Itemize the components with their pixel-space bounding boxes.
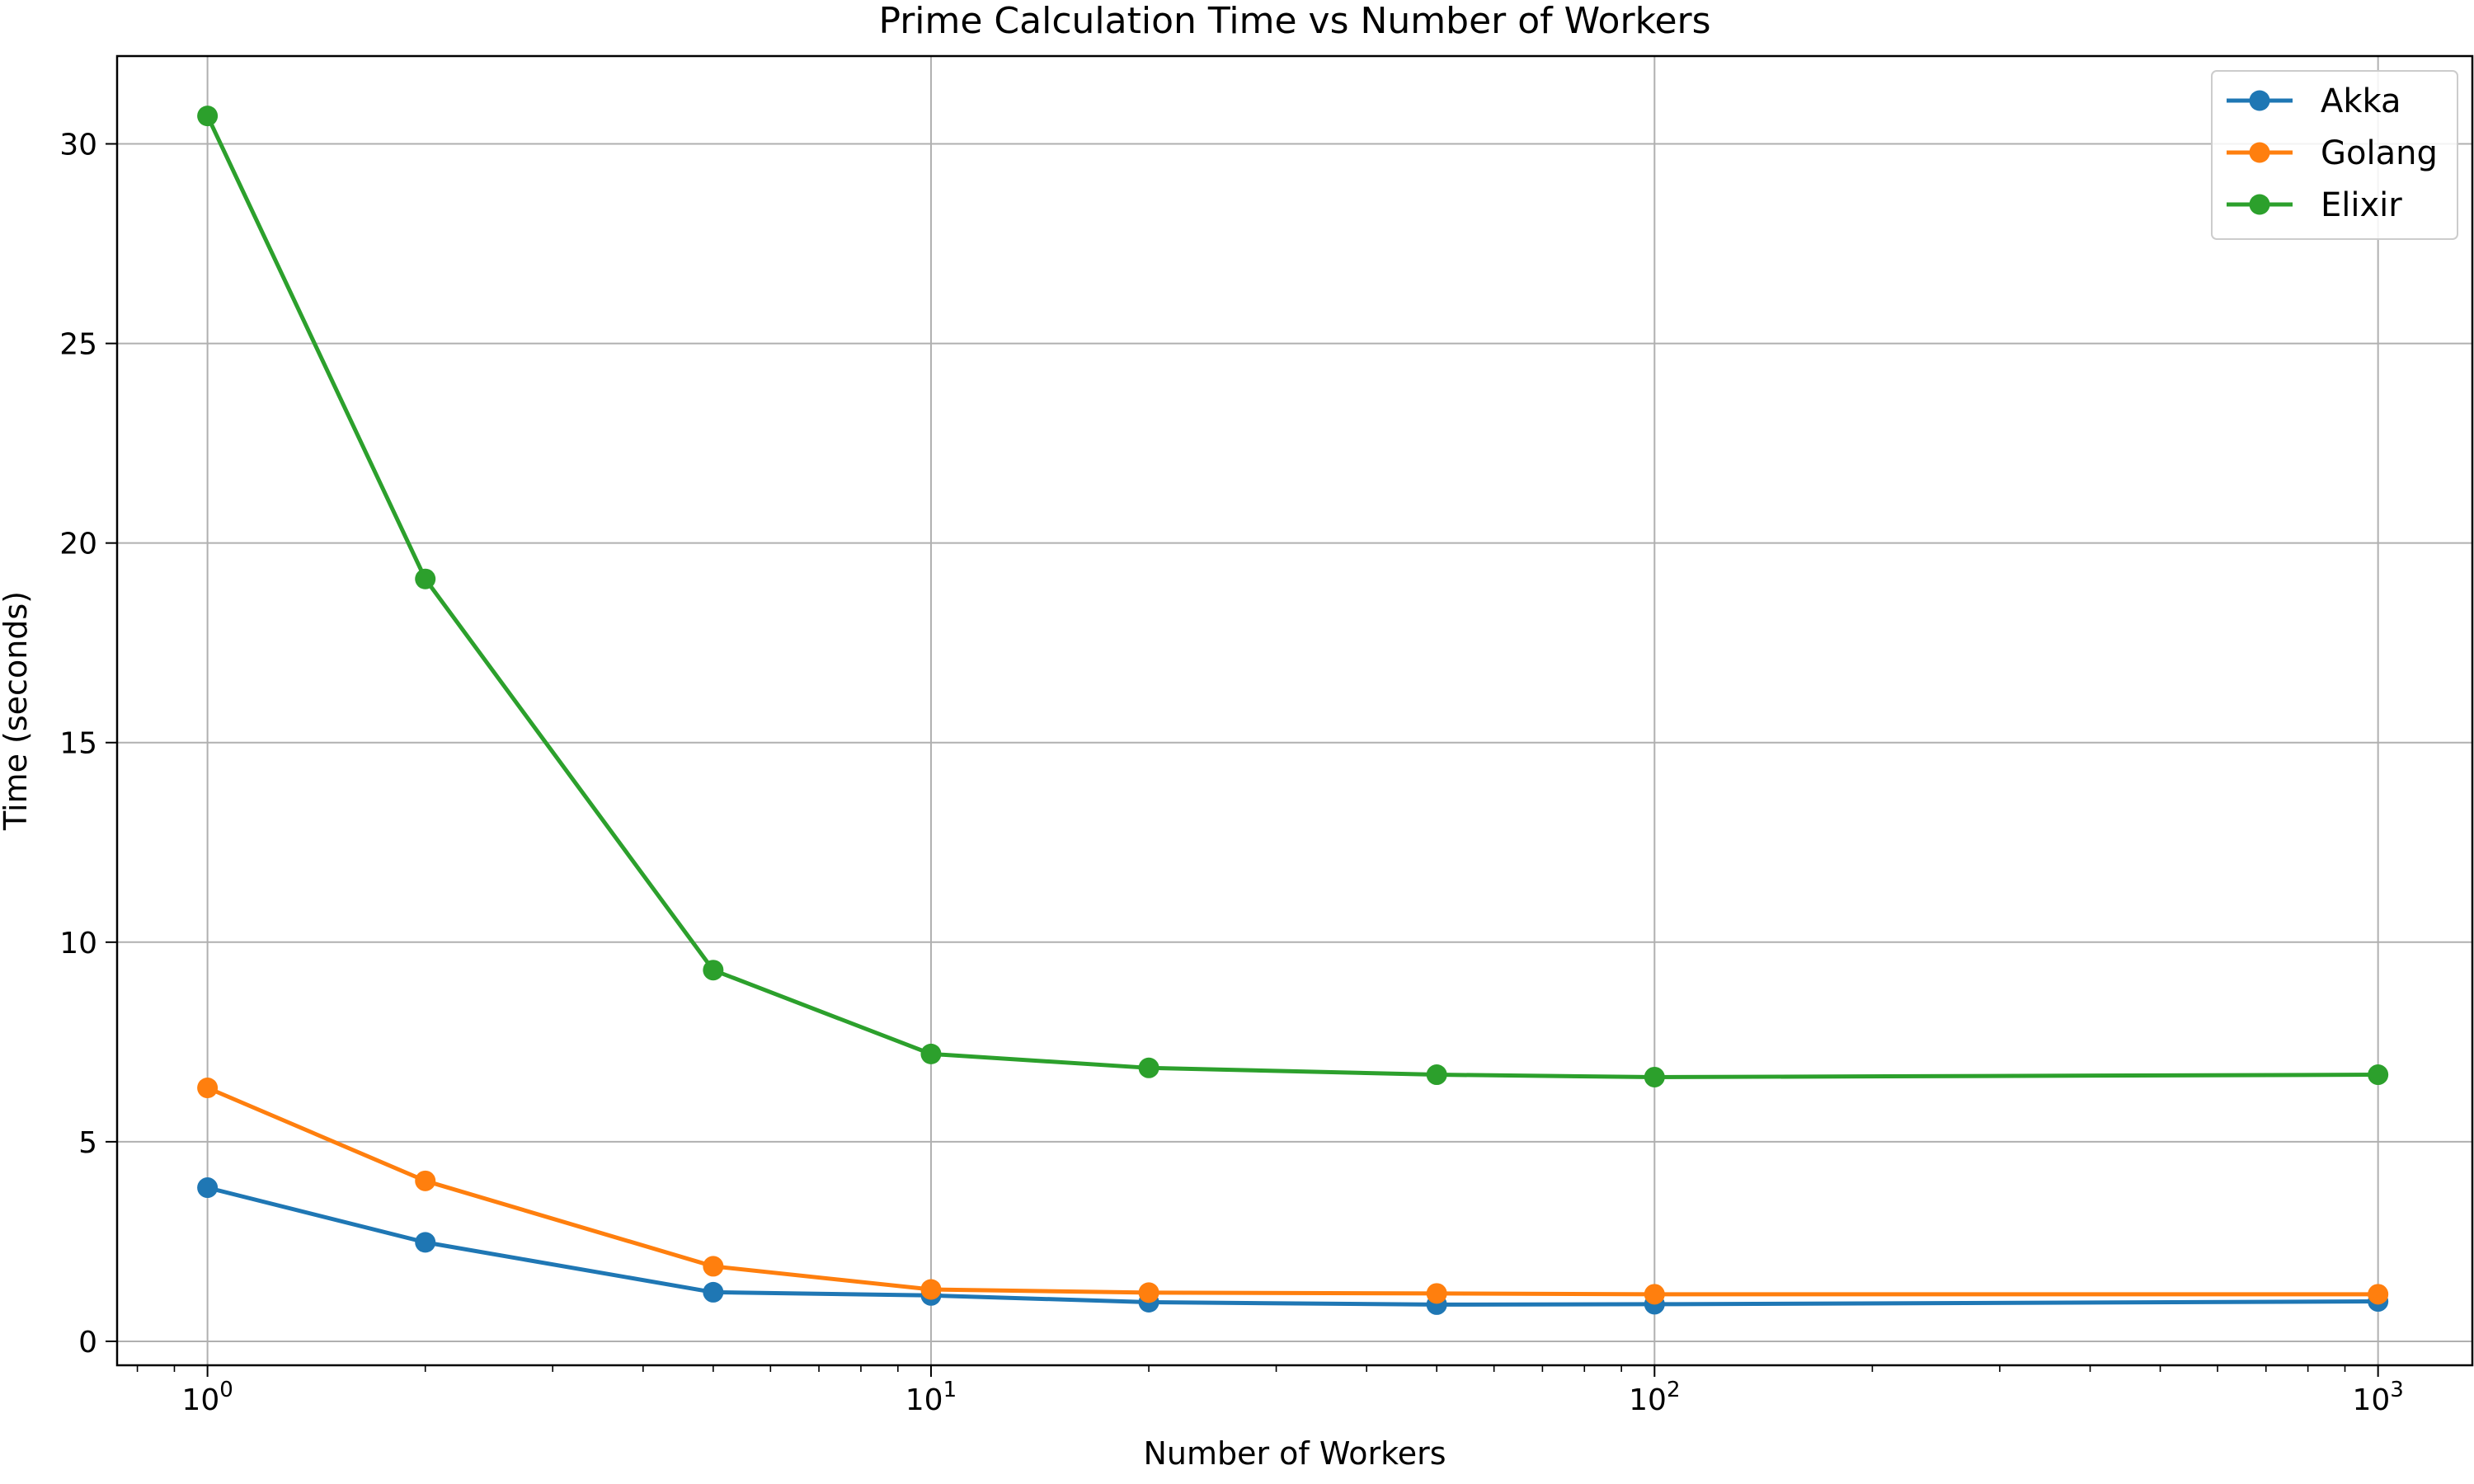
data-point-golang <box>415 1170 436 1191</box>
data-point-akka <box>703 1281 724 1303</box>
data-point-akka <box>197 1177 219 1199</box>
y-tick-label: 15 <box>59 727 97 761</box>
y-tick-label: 10 <box>59 927 97 960</box>
data-point-elixir <box>1426 1064 1447 1086</box>
data-point-elixir <box>2368 1064 2389 1086</box>
series-line-akka <box>207 1186 2378 1307</box>
x-tick-label: 100 <box>181 1378 233 1417</box>
data-point-golang <box>2368 1284 2389 1305</box>
series-line-elixir <box>205 115 2378 1079</box>
data-point-elixir <box>703 960 724 981</box>
plot-area-frame <box>115 54 2474 1367</box>
y-axis-ticks: 0 5 10 15 20 25 30 <box>59 129 117 1360</box>
data-point-golang <box>920 1279 942 1300</box>
x-tick-label: 101 <box>905 1378 957 1417</box>
data-point-elixir <box>1138 1057 1159 1078</box>
legend-box <box>2211 70 2458 240</box>
legend: Akka Golang Elixir <box>2211 70 2458 240</box>
series-layer <box>197 106 2389 1315</box>
series-line-golang <box>206 1086 2378 1297</box>
legend-label-golang: Golang <box>2321 134 2438 172</box>
y-axis-label: Time (seconds) <box>0 591 34 831</box>
legend-swatch-marker-akka <box>2249 90 2270 111</box>
legend-label-akka: Akka <box>2321 82 2401 120</box>
y-tick-label: 25 <box>59 328 97 362</box>
y-tick-label: 20 <box>59 528 97 561</box>
y-tick-label: 5 <box>78 1126 97 1160</box>
x-tick-label: 103 <box>2352 1378 2403 1417</box>
legend-label-elixir: Elixir <box>2321 186 2402 224</box>
data-point-golang <box>1426 1283 1447 1304</box>
x-axis-label: Number of Workers <box>1143 1435 1446 1472</box>
data-point-golang <box>197 1078 219 1099</box>
data-point-elixir <box>920 1043 942 1064</box>
data-point-golang <box>1138 1282 1159 1303</box>
legend-swatch-marker-elixir <box>2249 194 2270 215</box>
chart-title: Prime Calculation Time vs Number of Work… <box>878 0 1710 42</box>
data-point-golang <box>703 1256 724 1277</box>
x-tick-label: 102 <box>1629 1378 1680 1417</box>
legend-swatch-marker-golang <box>2249 142 2270 163</box>
data-point-elixir <box>197 106 219 127</box>
data-point-elixir <box>1644 1066 1665 1087</box>
x-axis-ticks: 100 101 102 103 <box>136 1365 2404 1417</box>
y-tick-label: 30 <box>59 129 97 162</box>
grid-lines <box>117 56 2472 1365</box>
data-point-akka <box>415 1232 436 1253</box>
data-point-elixir <box>415 568 436 589</box>
y-tick-label: 0 <box>78 1326 97 1360</box>
data-point-golang <box>1644 1284 1665 1305</box>
